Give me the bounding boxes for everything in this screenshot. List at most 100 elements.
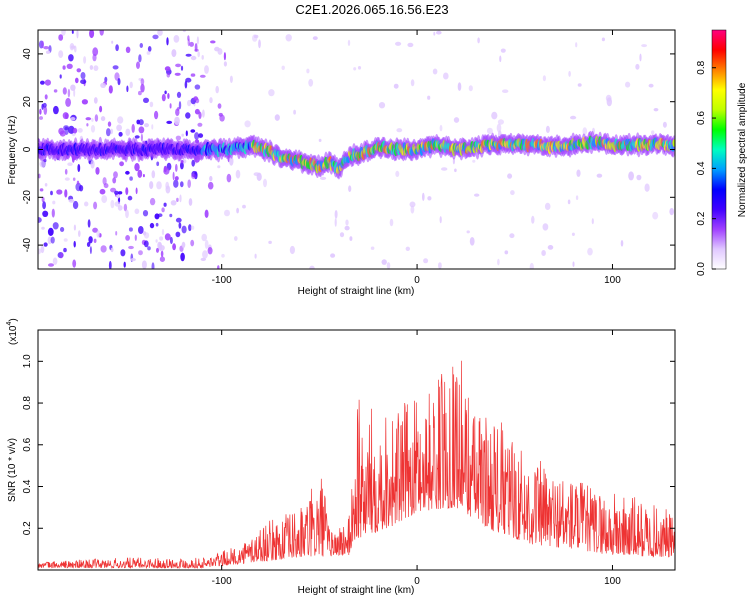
spectrogram-noise-cell (76, 68, 82, 73)
spectrogram-noise-cell (129, 176, 133, 181)
spectrogram-noise-cell (47, 236, 52, 245)
spectrogram-noise-cell (482, 114, 488, 120)
spectrogram-noise-cell (72, 127, 78, 134)
spectrogram-noise-cell (76, 30, 79, 39)
spectrogram-noise-cell (229, 156, 234, 166)
spectrogram-noise-cell (334, 210, 338, 219)
spectrogram-noise-cell (293, 109, 296, 115)
spectrogram-noise-cell (543, 159, 549, 165)
spectrogram-noise-cell (147, 46, 152, 52)
snr-y-multiplier: (x104) (6, 318, 19, 345)
spectrogram-noise-cell (209, 175, 213, 182)
spectrogram-noise-cell (52, 200, 56, 205)
spectrogram-noise-cell (491, 111, 498, 120)
spectrogram-noise-cell (134, 208, 140, 215)
spectrogram-noise-cell (39, 108, 42, 115)
spectrogram-noise-cell (46, 50, 51, 54)
spectrogram-noise-cell (127, 195, 133, 201)
spectrogram-noise-cell (125, 209, 129, 219)
spectrogram-noise-cell (41, 196, 45, 203)
spectrogram-noise-cell (149, 222, 155, 229)
spectrogram-noise-cell (43, 242, 48, 247)
snr-x-tick-label: 100 (604, 576, 621, 587)
spectrogram-noise-cell (201, 55, 204, 60)
spectrogram-noise-cell (468, 93, 474, 98)
spectrogram-noise-cell (178, 222, 182, 229)
spectrogram-noise-cell (64, 168, 68, 175)
spectrogram-noise-cell (156, 161, 160, 167)
spectrogram-noise-cell (345, 219, 349, 226)
spectrogram-noise-cell (542, 223, 549, 231)
spectrogram-noise-cell (601, 37, 606, 42)
snr-multiplier-exponent: 4 (6, 322, 13, 326)
spectrogram-noise-cell (572, 261, 575, 267)
spectrogram-noise-cell (50, 190, 53, 196)
spectrogram-noise-cell (197, 122, 203, 127)
spectrogram-noise-cell (67, 88, 71, 98)
spectrogram-noise-cell (497, 258, 500, 266)
spectrogram-noise-cell (92, 47, 99, 57)
spectrogram-noise-cell (131, 123, 135, 133)
spectrogram-noise-cell (628, 171, 634, 181)
spectrogram-noise-cell (41, 40, 44, 49)
spectrogram-noise-cell (486, 127, 493, 135)
spectrogram-noise-cell (180, 161, 184, 170)
spectrogram-noise-cell (71, 30, 74, 34)
spectrogram-noise-cell (582, 127, 588, 136)
spectrogram-noise-cell (180, 181, 184, 188)
spectrogram-noise-cell (537, 159, 542, 164)
spectrogram-noise-cell (137, 169, 143, 178)
spectrogram-noise-cell (151, 262, 155, 269)
spectrogram-noise-cell (217, 265, 220, 269)
spectrogram-noise-cell (344, 225, 350, 231)
spectrogram-noise-cell (140, 78, 145, 86)
spectrogram-noise-cell (63, 238, 68, 242)
spectrogram-noise-cell (178, 101, 182, 110)
spectrogram-noise-cell (93, 238, 97, 243)
spectrogram-noise-cell (541, 250, 546, 256)
spectrogram-noise-cell (129, 81, 133, 89)
snr-multiplier-base: (x10 (8, 325, 19, 345)
spectrogram-noise-cell (177, 106, 180, 111)
spectrogram-noise-cell (139, 43, 143, 48)
spectrogram-noise-cell (130, 258, 136, 262)
spectrogram-noise-cell (669, 208, 674, 216)
spectrogram-noise-cell (135, 187, 138, 195)
spectrogram-noise-cell (224, 209, 230, 217)
spectrogram-noise-cell (79, 185, 84, 192)
spectrogram-noise-cell (503, 155, 508, 162)
spectrogram-noise-cell (111, 40, 114, 44)
spectrogram-noise-cell (85, 117, 92, 121)
spectrogram-noise-cell (92, 53, 97, 62)
spectrogram-noise-cell (237, 70, 241, 78)
colorbar-tick-label: 0.6 (696, 111, 707, 125)
colorbar-ticks: 0.0 0.2 0.4 0.6 0.8 (696, 60, 716, 276)
spectrogram-noise-cell (529, 262, 534, 269)
spectrogram-noise-cell (138, 250, 143, 256)
spectrogram-noise-cell (221, 253, 225, 258)
spectrogram-noise-cell (117, 205, 123, 211)
spectrogram-noise-cell (200, 257, 206, 261)
spectrogram-noise-cell (210, 40, 216, 44)
spectrogram-noise-cell (161, 229, 165, 236)
spectrogram-noise-cell (146, 51, 151, 55)
spectrogram-noise-cell (194, 132, 200, 140)
spectrogram-noise-cell (545, 125, 550, 133)
spectrogram-noise-cell (48, 263, 54, 267)
spectrogram-noise-cell (58, 50, 64, 58)
spectrogram-noise-cell (308, 78, 314, 87)
spectrogram-x-tick-label: 0 (414, 275, 420, 286)
spectrogram-noise-cell (138, 126, 145, 134)
spectrogram-noise-cell (405, 246, 410, 251)
spectrogram-noise-cell (91, 118, 94, 122)
spectrogram-x-tick-label: 100 (604, 275, 621, 286)
spectrogram-x-tick-label: -100 (212, 275, 232, 286)
spectrogram-noise-cell (161, 207, 165, 213)
spectrogram-noise-cell (338, 87, 341, 95)
spectrogram-noise-cell (497, 119, 504, 125)
spectrogram-noise-cell (215, 85, 219, 94)
spectrogram-noise-cell (92, 227, 98, 233)
spectrogram-noise-cell (56, 189, 63, 195)
spectrogram-noise-cell (52, 222, 59, 230)
spectrogram-noise-cell (180, 160, 184, 164)
